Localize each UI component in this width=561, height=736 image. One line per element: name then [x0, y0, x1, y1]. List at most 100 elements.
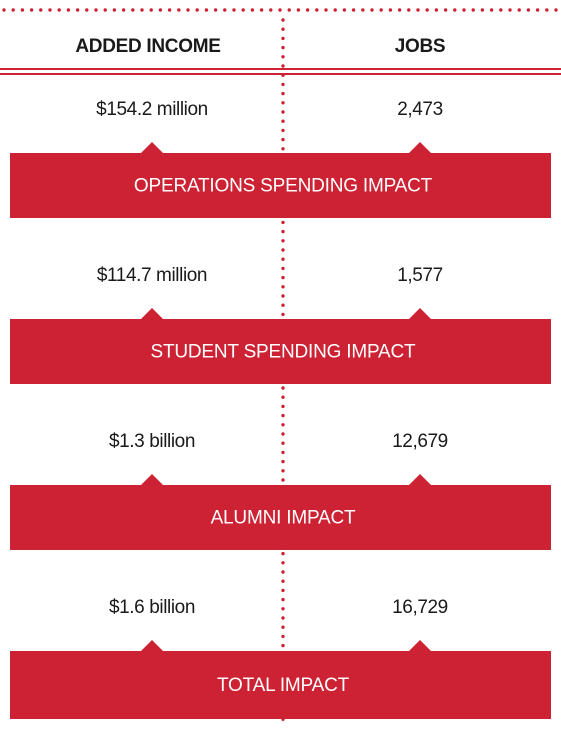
pointer	[140, 640, 164, 652]
dot	[281, 450, 285, 455]
dot	[281, 82, 285, 87]
dot	[315, 8, 319, 12]
dot	[489, 8, 494, 12]
band	[10, 319, 551, 384]
band	[10, 651, 551, 719]
dot	[281, 275, 285, 280]
dot	[545, 8, 549, 12]
dot	[94, 8, 98, 12]
income-value: $114.7 million	[97, 265, 207, 286]
dot	[281, 147, 285, 151]
dot	[281, 312, 285, 317]
dot	[388, 8, 393, 12]
pointer	[408, 474, 432, 486]
dot	[281, 45, 285, 50]
dot	[281, 570, 285, 574]
column-header: ADDED INCOME	[75, 36, 220, 57]
dot	[443, 8, 448, 12]
dot	[2, 8, 6, 12]
dot	[281, 303, 285, 307]
jobs-value: 2,473	[397, 99, 443, 120]
rule	[0, 68, 561, 70]
dot	[281, 91, 285, 96]
dot	[333, 8, 337, 12]
dot	[379, 8, 383, 12]
dot	[20, 8, 25, 12]
dot	[204, 8, 209, 12]
dot	[281, 128, 285, 133]
dot	[526, 8, 531, 12]
band-label: STUDENT SPENDING IMPACT	[151, 342, 417, 363]
dot	[186, 8, 190, 12]
dot	[281, 27, 285, 31]
dot	[140, 8, 144, 12]
income-value: $1.6 billion	[109, 597, 195, 618]
dot	[407, 8, 411, 12]
dot	[281, 579, 285, 583]
dot	[57, 8, 61, 12]
dot	[287, 8, 291, 12]
dot	[342, 8, 347, 12]
dot	[281, 386, 285, 390]
dot	[554, 8, 558, 12]
dot	[281, 478, 285, 482]
band-label: ALUMNI IMPACT	[211, 508, 356, 529]
dot	[281, 625, 285, 629]
band	[10, 153, 551, 218]
income-value: $1.3 billion	[109, 431, 195, 452]
dot	[281, 248, 285, 252]
dot	[397, 8, 402, 12]
dot	[269, 8, 273, 12]
income-value: $154.2 million	[96, 99, 208, 120]
rule	[0, 73, 561, 75]
dot	[351, 8, 356, 12]
dot	[281, 101, 285, 105]
dot	[281, 423, 285, 427]
dot	[85, 8, 89, 12]
dot	[361, 8, 365, 12]
dot	[281, 588, 285, 593]
dot	[281, 441, 285, 445]
dot	[281, 607, 285, 611]
dot	[281, 561, 285, 565]
dot	[281, 266, 285, 271]
dot	[281, 257, 285, 261]
dot	[11, 8, 15, 12]
dot	[167, 8, 172, 12]
dot	[281, 404, 285, 409]
dot	[305, 8, 310, 12]
dot	[281, 413, 285, 418]
dot	[281, 459, 285, 464]
dot	[281, 551, 285, 556]
dot	[103, 8, 107, 12]
dot	[121, 8, 126, 12]
dot	[517, 8, 521, 12]
dot	[425, 8, 429, 12]
dot	[281, 643, 285, 648]
dot	[281, 55, 285, 59]
dot	[281, 294, 285, 298]
dot	[232, 8, 236, 12]
dot	[434, 8, 439, 12]
dot	[499, 8, 503, 12]
dot	[281, 597, 285, 602]
jobs-value: 16,729	[392, 597, 448, 618]
jobs-value: 12,679	[392, 431, 448, 452]
dot	[281, 229, 285, 234]
dot	[213, 8, 218, 12]
pointer	[408, 308, 432, 320]
column-header: JOBS	[395, 36, 446, 57]
dot	[112, 8, 117, 12]
band-label: TOTAL IMPACT	[217, 675, 350, 696]
dot	[195, 8, 199, 12]
dot	[48, 8, 52, 12]
dot	[281, 36, 285, 41]
pointer	[408, 640, 432, 652]
dot	[281, 64, 285, 68]
dot	[281, 220, 285, 225]
pointer	[408, 142, 432, 154]
dot	[508, 8, 512, 12]
dot	[416, 8, 420, 12]
dot	[281, 469, 285, 473]
